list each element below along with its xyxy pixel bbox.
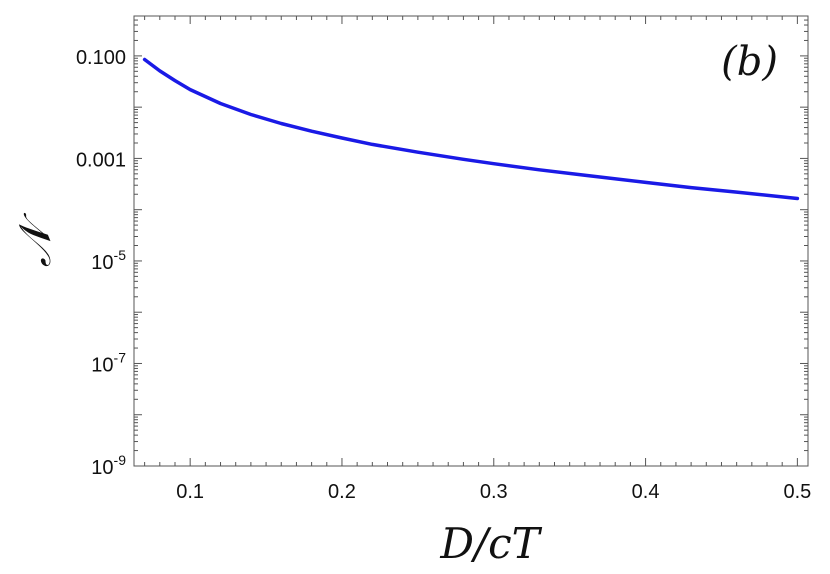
- x-tick-label: 0.3: [480, 481, 508, 503]
- series-line-0: [142, 57, 800, 201]
- y-tick-label: 10-9: [91, 452, 126, 479]
- y-tick-label: 0.100: [76, 47, 126, 69]
- panel-label: (b): [721, 39, 778, 85]
- y-tick-label: 10-5: [91, 247, 126, 274]
- x-tick-label: 0.2: [328, 481, 356, 503]
- x-tick-label: 0.5: [783, 481, 811, 503]
- x-axis-ticks: 0.1 0.2 0.3 0.4 0.5: [144, 16, 811, 503]
- plot-area: [133, 15, 809, 467]
- x-tick-label: 0.1: [176, 481, 204, 503]
- y-axis-title: 𝒩: [10, 212, 61, 267]
- plot-frame: [133, 15, 809, 467]
- y-tick-label: 10-7: [91, 349, 126, 376]
- x-tick-label: 0.4: [632, 481, 660, 503]
- x-axis-title: D/cT: [439, 519, 542, 568]
- y-tick-label: 0.001: [76, 149, 126, 171]
- y-axis-ticks: 0.100 0.001 10-5 10-7 10-9: [76, 19, 808, 479]
